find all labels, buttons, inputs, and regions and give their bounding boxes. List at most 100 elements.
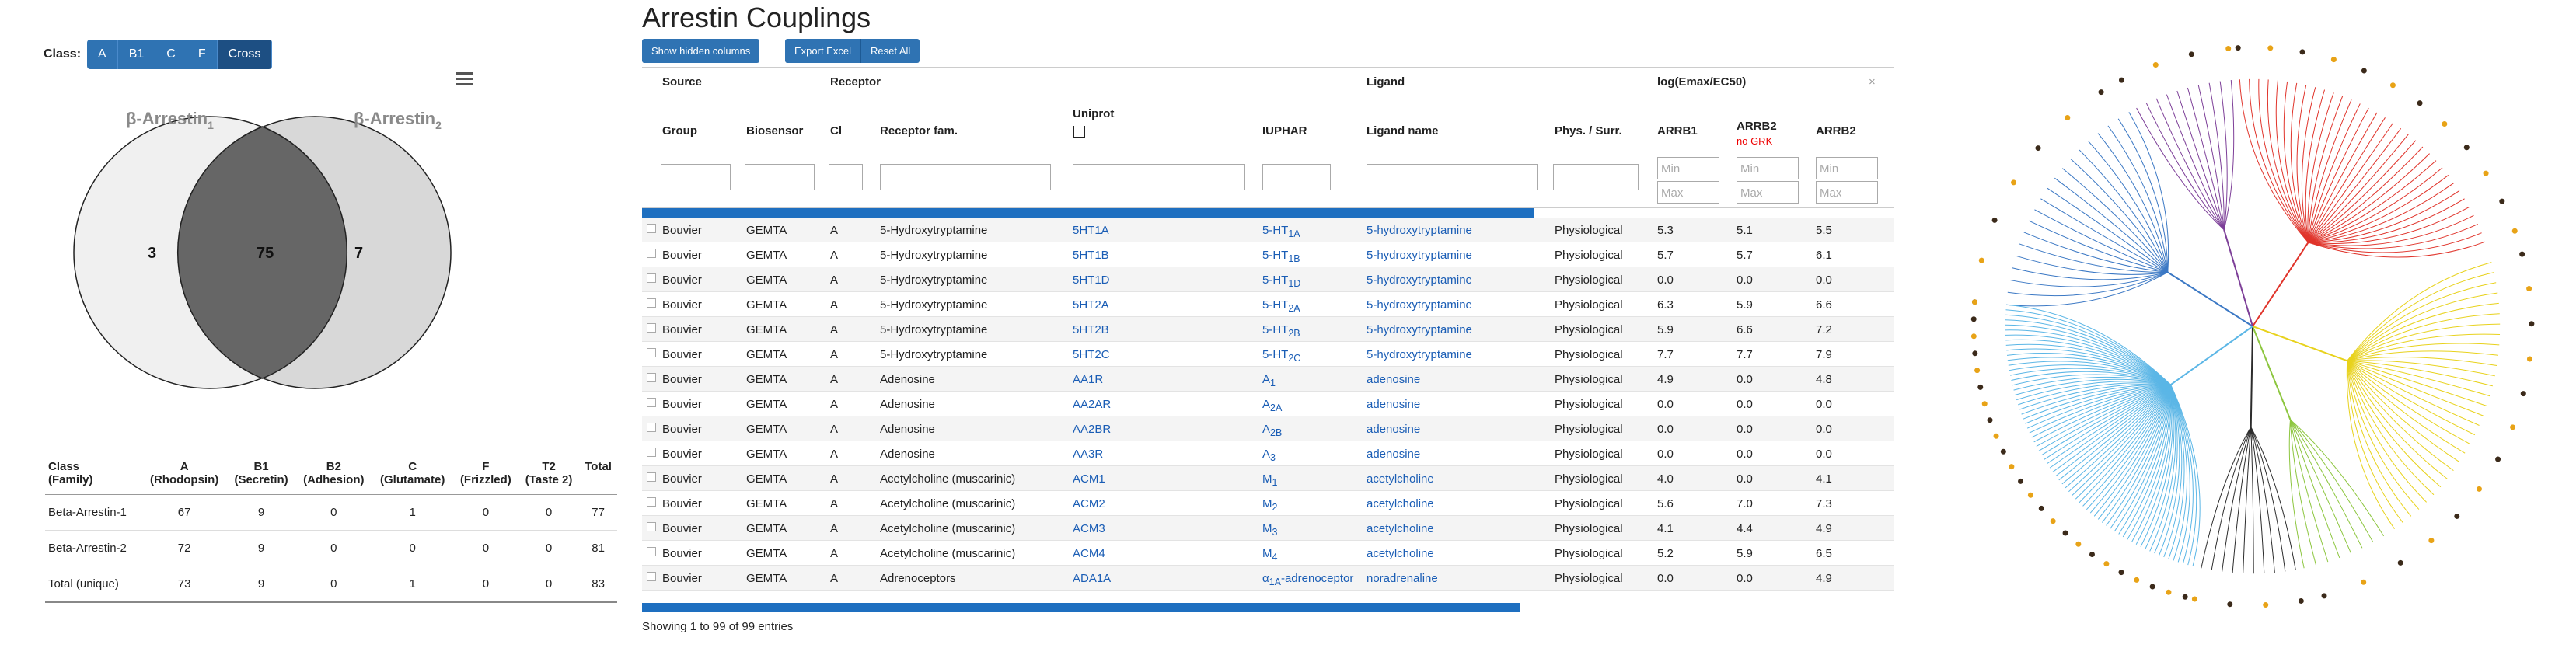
table-row[interactable]: Bouvier GEMTA A 5-Hydroxytryptamine 5HT2C 5-H… (642, 342, 1894, 367)
cell-uniprot[interactable]: ACM1 (1073, 472, 1105, 486)
col-uniprot[interactable]: Uniprot (1073, 107, 1115, 120)
col-arrb1[interactable]: ARRB1 (1657, 124, 1698, 138)
row-checkbox[interactable] (647, 249, 656, 258)
filter-ligand-input[interactable] (1367, 164, 1538, 190)
cell-uniprot[interactable]: AA1R (1073, 373, 1104, 386)
row-checkbox[interactable] (647, 547, 656, 556)
cell-ligand-name[interactable]: acetylcholine (1367, 497, 1434, 510)
filter-arrb1-max[interactable]: Max (1657, 181, 1719, 204)
cell-ligand-name[interactable]: 5-hydroxytryptamine (1367, 224, 1472, 237)
row-checkbox[interactable] (647, 497, 656, 507)
table-row[interactable]: Bouvier GEMTA A Adenosine AA3R A3 adenosine Phy… (642, 441, 1894, 466)
top-scrollbar[interactable] (642, 208, 1534, 218)
filter-group-input[interactable] (661, 164, 731, 190)
export-excel-button[interactable]: Export Excel (785, 39, 861, 63)
row-checkbox[interactable] (647, 448, 656, 457)
col-iuphar[interactable]: IUPHAR (1262, 124, 1307, 138)
cell-uniprot[interactable]: ACM2 (1073, 497, 1105, 510)
row-checkbox[interactable] (647, 472, 656, 482)
filter-biosensor-input[interactable] (745, 164, 815, 190)
bottom-scrollbar[interactable] (642, 603, 1520, 612)
table-row[interactable]: Bouvier GEMTA A Acetylcholine (muscarinic) A… (642, 541, 1894, 566)
filter-arrb2nogrk-min[interactable]: Min (1737, 157, 1799, 179)
row-checkbox[interactable] (647, 273, 656, 283)
cell-ligand-name[interactable]: acetylcholine (1367, 472, 1434, 486)
cell-iuphar[interactable]: A2B (1262, 423, 1282, 438)
cell-iuphar[interactable]: 5-HT1D (1262, 273, 1300, 289)
table-row[interactable]: Bouvier GEMTA A 5-Hydroxytryptamine 5HT1B 5-H… (642, 242, 1894, 267)
filter-recfam-input[interactable] (880, 164, 1051, 190)
row-checkbox[interactable] (647, 298, 656, 308)
cell-ligand-name[interactable]: adenosine (1367, 448, 1421, 461)
col-group[interactable]: Group (662, 124, 697, 138)
cell-iuphar[interactable]: α1A-adrenoceptor (1262, 572, 1353, 587)
show-hidden-columns-button[interactable]: Show hidden columns (642, 39, 760, 63)
reset-all-button[interactable]: Reset All (860, 39, 920, 63)
cell-uniprot[interactable]: AA3R (1073, 448, 1104, 461)
cell-iuphar[interactable]: 5-HT2B (1262, 323, 1300, 339)
filter-arrb2nogrk-max[interactable]: Max (1737, 181, 1799, 204)
table-row[interactable]: Bouvier GEMTA A Acetylcholine (muscarinic) A… (642, 516, 1894, 541)
row-checkbox[interactable] (647, 224, 656, 233)
cell-uniprot[interactable]: ACM3 (1073, 522, 1105, 535)
row-checkbox[interactable] (647, 572, 656, 581)
filter-cl-input[interactable] (829, 164, 863, 190)
table-row[interactable]: Bouvier GEMTA A Adenosine AA2AR A2A adenosine P… (642, 392, 1894, 416)
cell-uniprot[interactable]: 5HT2C (1073, 348, 1110, 361)
table-row[interactable]: Bouvier GEMTA A Adenosine AA1R A1 adenosine Phy… (642, 367, 1894, 392)
cell-iuphar[interactable]: 5-HT2C (1262, 348, 1300, 364)
row-checkbox[interactable] (647, 398, 656, 407)
cell-iuphar[interactable]: 5-HT1A (1262, 224, 1300, 239)
cell-ligand-name[interactable]: adenosine (1367, 398, 1421, 411)
col-receptor-family[interactable]: Receptor fam. (880, 124, 958, 138)
row-checkbox[interactable] (647, 522, 656, 531)
class-button-c[interactable]: C (155, 40, 187, 69)
table-row[interactable]: Bouvier GEMTA A Adenosine AA2BR A2B adenosine P… (642, 416, 1894, 441)
filter-arrb2-max[interactable]: Max (1816, 181, 1878, 204)
cell-iuphar[interactable]: M2 (1262, 497, 1277, 513)
table-row[interactable]: Bouvier GEMTA A Acetylcholine (muscarinic) A… (642, 466, 1894, 491)
menu-icon[interactable] (456, 72, 473, 86)
table-row[interactable]: Bouvier GEMTA A Acetylcholine (muscarinic) A… (642, 491, 1894, 516)
cell-iuphar[interactable]: M1 (1262, 472, 1277, 488)
row-checkbox[interactable] (647, 323, 656, 333)
cell-iuphar[interactable]: 5-HT2A (1262, 298, 1300, 314)
col-arrb2-nogrk[interactable]: ARRB2 (1737, 120, 1777, 133)
class-button-f[interactable]: F (187, 40, 218, 69)
export-icon[interactable] (1073, 126, 1085, 138)
row-checkbox[interactable] (647, 348, 656, 357)
cell-ligand-name[interactable]: 5-hydroxytryptamine (1367, 249, 1472, 262)
cell-uniprot[interactable]: AA2BR (1073, 423, 1112, 436)
filter-uniprot-input[interactable] (1073, 164, 1245, 190)
cell-ligand-name[interactable]: adenosine (1367, 373, 1421, 386)
table-row[interactable]: Bouvier GEMTA A 5-Hydroxytryptamine 5HT2A 5-H… (642, 292, 1894, 317)
cell-ligand-name[interactable]: acetylcholine (1367, 547, 1434, 560)
filter-arrb2-min[interactable]: Min (1816, 157, 1878, 179)
cell-ligand-name[interactable]: adenosine (1367, 423, 1421, 436)
col-biosensor[interactable]: Biosensor (746, 124, 804, 138)
col-ligand-name[interactable]: Ligand name (1367, 124, 1439, 138)
row-checkbox[interactable] (647, 423, 656, 432)
col-arrb2[interactable]: ARRB2 (1816, 124, 1856, 138)
cell-iuphar[interactable]: M3 (1262, 522, 1277, 538)
cell-uniprot[interactable]: ACM4 (1073, 547, 1105, 560)
cell-ligand-name[interactable]: 5-hydroxytryptamine (1367, 273, 1472, 287)
cell-uniprot[interactable]: 5HT1B (1073, 249, 1109, 262)
cell-iuphar[interactable]: A1 (1262, 373, 1276, 388)
cell-ligand-name[interactable]: noradrenaline (1367, 572, 1438, 585)
cell-iuphar[interactable]: A3 (1262, 448, 1276, 463)
cell-iuphar[interactable]: A2A (1262, 398, 1282, 413)
cell-uniprot[interactable]: 5HT2A (1073, 298, 1109, 312)
close-icon[interactable]: × (1869, 75, 1876, 89)
cell-ligand-name[interactable]: acetylcholine (1367, 522, 1434, 535)
table-row[interactable]: Bouvier GEMTA A 5-Hydroxytryptamine 5HT1D 5-H… (642, 267, 1894, 292)
row-checkbox[interactable] (647, 373, 656, 382)
cell-uniprot[interactable]: AA2AR (1073, 398, 1112, 411)
cell-iuphar[interactable]: M4 (1262, 547, 1277, 563)
cell-uniprot[interactable]: 5HT2B (1073, 323, 1109, 336)
cell-ligand-name[interactable]: 5-hydroxytryptamine (1367, 348, 1472, 361)
cell-ligand-name[interactable]: 5-hydroxytryptamine (1367, 323, 1472, 336)
class-button-b1[interactable]: B1 (117, 40, 156, 69)
cell-uniprot[interactable]: 5HT1A (1073, 224, 1109, 237)
filter-phys-input[interactable] (1553, 164, 1639, 190)
